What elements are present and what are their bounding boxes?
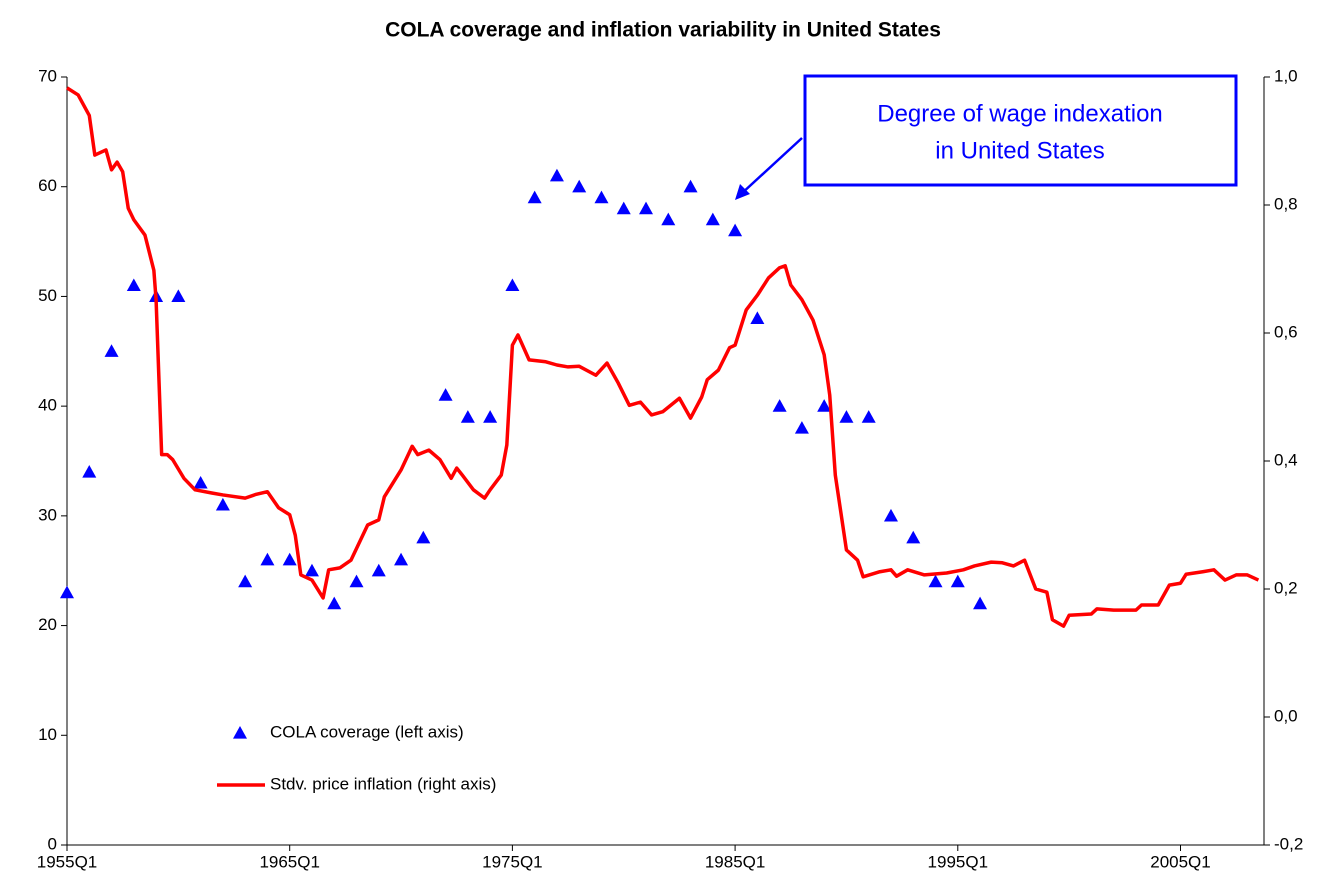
x-tick-label: 1985Q1: [705, 852, 766, 871]
point: [661, 212, 676, 226]
point: [238, 574, 253, 588]
y-tick-label: 20: [38, 615, 57, 634]
point: [438, 388, 453, 401]
y-tick-label: 50: [38, 286, 57, 305]
y-tick-label: 30: [38, 505, 57, 524]
point: [594, 190, 609, 204]
point: [82, 464, 97, 478]
point: [215, 497, 230, 511]
annotation-box: [803, 74, 1238, 187]
point: [327, 596, 342, 610]
point: [750, 311, 765, 324]
point: [794, 421, 809, 434]
x-tick-label: 1965Q1: [259, 852, 320, 871]
x-tick-label: 2005Q1: [1150, 852, 1211, 871]
point: [527, 190, 542, 204]
point: [349, 574, 364, 588]
annotation-arrow: [739, 137, 803, 196]
y2-tick-label: -0,2: [1274, 834, 1303, 853]
point: [728, 223, 743, 237]
point: [394, 552, 409, 566]
point: [505, 278, 520, 292]
annotation: Degree of wage indexation: [877, 100, 1163, 127]
point: [549, 168, 564, 182]
point: [861, 410, 876, 423]
y-tick-label: 10: [38, 725, 57, 744]
point: [260, 552, 275, 566]
legend-label: COLA coverage (left axis): [270, 722, 464, 741]
y2-tick-label: 0,6: [1274, 322, 1298, 341]
y2-tick-label: 0,8: [1274, 194, 1298, 213]
y-tick-label: 70: [38, 66, 57, 85]
point: [928, 574, 943, 588]
line: [66, 86, 1260, 628]
point: [193, 475, 208, 489]
x-tick-label: 1975Q1: [482, 852, 543, 871]
point: [906, 530, 921, 544]
point: [371, 563, 386, 577]
point: [60, 585, 74, 599]
y2-tick-label: 1,0: [1274, 66, 1298, 85]
point: [817, 399, 832, 412]
point: [126, 278, 141, 292]
point: [483, 410, 498, 423]
annotation: in United States: [935, 137, 1104, 164]
point: [572, 179, 587, 193]
x-tick-label: 1955Q1: [37, 852, 98, 871]
y-tick-label: 40: [38, 396, 57, 415]
y2-tick-label: 0,0: [1274, 706, 1298, 725]
point: [772, 399, 787, 412]
point: [683, 179, 698, 193]
point: [304, 563, 319, 577]
point: [705, 212, 720, 226]
point: [104, 344, 119, 357]
point: [639, 201, 654, 215]
arrow-head: [735, 184, 750, 200]
y-tick-label: 0: [48, 834, 57, 853]
x-tick-label: 1995Q1: [928, 852, 989, 871]
point: [883, 508, 898, 522]
legend-label: Stdv. price inflation (right axis): [270, 774, 496, 793]
point: [973, 596, 988, 610]
point: [616, 201, 631, 215]
point: [460, 410, 475, 423]
chart-title: COLA coverage and inflation variability …: [385, 19, 941, 42]
y2-tick-label: 0,2: [1274, 578, 1298, 597]
y-tick-label: 60: [38, 176, 57, 195]
point: [171, 289, 186, 303]
point: [282, 552, 297, 566]
point: [416, 530, 431, 544]
legend-marker: [233, 726, 247, 739]
point: [950, 574, 965, 588]
point: [839, 410, 854, 423]
y2-tick-label: 0,4: [1274, 450, 1298, 469]
